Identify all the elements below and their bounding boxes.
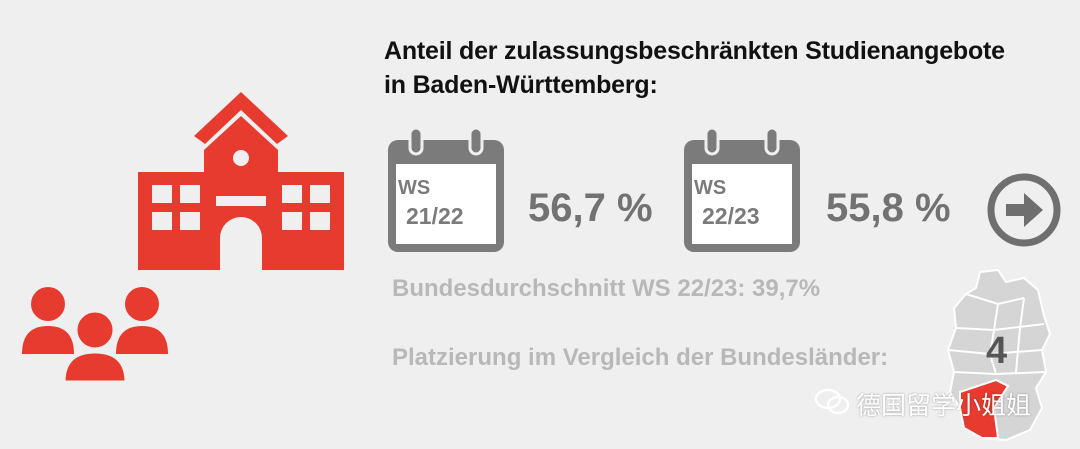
calendar-semester: WS — [694, 177, 727, 199]
calendar-year: 21/22 — [406, 203, 464, 229]
calendar-icon — [684, 126, 800, 252]
calendar-icon — [388, 126, 504, 252]
ranking-label: Platzierung im Vergleich der Bundeslände… — [392, 344, 889, 371]
title-line-2: in Baden-Württemberg: — [384, 71, 658, 99]
calendar-semester: WS — [398, 177, 431, 199]
percent-value: 55,8 % — [826, 186, 951, 230]
calendar-card: WS 22/23 — [680, 126, 804, 254]
watermark-text: 德国留学小姐姐 — [856, 391, 1032, 420]
ranking-value: 4 — [986, 330, 1008, 372]
federal-average: Bundesdurchschnitt WS 22/23: 39,7% — [392, 275, 821, 302]
germany-map-icon — [946, 268, 1056, 444]
arrow-right-circle-icon[interactable] — [986, 172, 1062, 248]
percent-value: 56,7 % — [528, 186, 653, 230]
calendar-card: WS 21/22 — [384, 126, 508, 254]
calendar-year: 22/23 — [702, 203, 760, 229]
school-building-icon — [138, 92, 344, 270]
title-line-1: Anteil der zulassungsbeschränkten Studie… — [384, 37, 1005, 65]
people-group-icon — [20, 284, 170, 384]
wechat-icon — [814, 388, 850, 416]
page-title: Anteil der zulassungsbeschränkten Studie… — [384, 34, 1064, 102]
